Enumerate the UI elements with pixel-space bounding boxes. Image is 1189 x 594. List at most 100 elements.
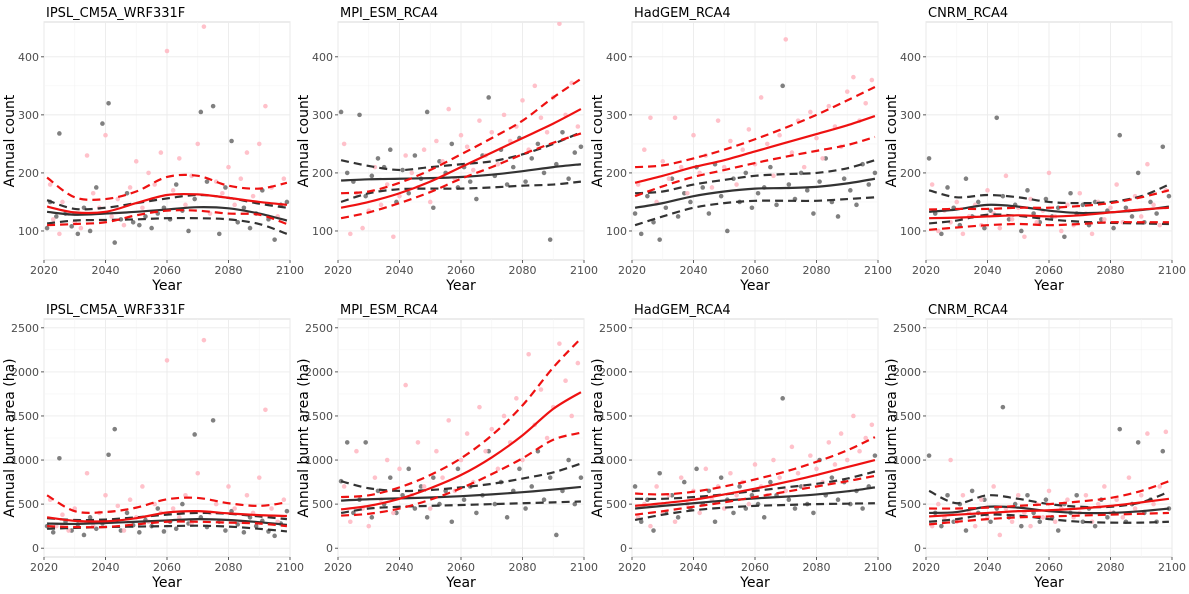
data-point-black bbox=[149, 225, 154, 231]
data-point-red bbox=[654, 484, 659, 489]
y-tick-label: 2000 bbox=[599, 366, 627, 379]
data-point-black bbox=[1019, 228, 1024, 234]
panel-title: MPI_ESM_RCA4 bbox=[340, 303, 438, 318]
data-point-black bbox=[1135, 440, 1141, 445]
lower-bound-line-red bbox=[341, 431, 582, 517]
data-point-black bbox=[566, 176, 571, 182]
data-point-black bbox=[406, 466, 412, 472]
data-point-black bbox=[1166, 193, 1172, 199]
trend-line-red bbox=[929, 497, 1170, 518]
panel-title: IPSL_CM5A_WRF331F bbox=[46, 303, 185, 318]
data-point-black bbox=[284, 508, 290, 514]
data-point-red bbox=[115, 196, 121, 202]
y-tick-label: 200 bbox=[312, 167, 333, 180]
data-point-black bbox=[363, 440, 368, 445]
data-point-red bbox=[557, 22, 562, 27]
x-tick-label: 2020 bbox=[618, 561, 646, 574]
x-tick-label: 2080 bbox=[1097, 561, 1125, 574]
data-point-red bbox=[464, 431, 470, 436]
data-point-black bbox=[241, 530, 247, 535]
data-point-red bbox=[434, 448, 439, 454]
data-point-black bbox=[578, 144, 584, 150]
data-point-black bbox=[786, 182, 792, 187]
data-point-red bbox=[238, 176, 244, 182]
data-point-black bbox=[338, 109, 344, 115]
data-point-black bbox=[694, 466, 699, 472]
data-point-black bbox=[675, 515, 681, 520]
data-point-red bbox=[771, 173, 776, 179]
data-point-red bbox=[391, 510, 396, 516]
data-point-black bbox=[93, 185, 99, 190]
data-point-red bbox=[1059, 228, 1064, 234]
data-point-red bbox=[195, 141, 201, 147]
y-axis-title: Annual burnt area (ha) bbox=[2, 358, 18, 517]
data-point-red bbox=[789, 150, 795, 155]
data-point-red bbox=[446, 418, 452, 423]
y-tick-label: 1500 bbox=[599, 410, 627, 423]
x-tick-label: 2040 bbox=[974, 561, 1002, 574]
data-point-red bbox=[544, 129, 550, 135]
data-point-red bbox=[844, 457, 850, 463]
y-tick-label: 400 bbox=[900, 51, 921, 64]
data-point-black bbox=[461, 497, 467, 503]
data-point-red bbox=[501, 413, 507, 419]
trend-line-red bbox=[634, 458, 876, 507]
y-tick-label: 0 bbox=[326, 542, 333, 555]
y-tick-label: 2500 bbox=[893, 322, 921, 335]
data-point-red bbox=[863, 435, 868, 441]
data-point-black bbox=[737, 484, 742, 489]
y-tick-label: 200 bbox=[606, 167, 627, 180]
data-point-red bbox=[1028, 523, 1033, 529]
data-point-red bbox=[232, 202, 237, 208]
data-point-black bbox=[761, 515, 767, 520]
data-point-black bbox=[492, 501, 498, 507]
data-point-red bbox=[936, 501, 941, 507]
x-tick-label: 2060 bbox=[447, 264, 475, 277]
data-point-red bbox=[820, 156, 825, 161]
data-point-red bbox=[1015, 492, 1021, 498]
data-point-red bbox=[127, 497, 133, 503]
data-point-black bbox=[811, 211, 816, 216]
data-point-red bbox=[1102, 217, 1107, 222]
data-point-red bbox=[1114, 182, 1119, 187]
gridlines bbox=[43, 319, 291, 557]
x-axis-title: Year bbox=[445, 575, 476, 591]
data-point-black bbox=[130, 219, 136, 225]
data-point-red bbox=[421, 484, 427, 489]
data-point-black bbox=[675, 214, 681, 219]
data-point-red bbox=[1052, 519, 1058, 525]
data-point-red bbox=[826, 103, 832, 109]
trend-line-red bbox=[340, 108, 582, 209]
upper-bound-line-black bbox=[340, 131, 582, 172]
data-point-black bbox=[866, 182, 872, 187]
x-axis-title: Year bbox=[739, 278, 770, 294]
data-point-red bbox=[795, 470, 801, 476]
y-tick-label: 300 bbox=[606, 109, 627, 122]
data-point-black bbox=[657, 237, 662, 242]
data-point-red bbox=[783, 488, 789, 494]
data-point-red bbox=[244, 150, 250, 155]
x-axis-title: Year bbox=[739, 575, 770, 591]
data-point-black bbox=[1019, 523, 1024, 529]
data-point-red bbox=[832, 462, 838, 467]
data-point-red bbox=[183, 492, 188, 498]
data-point-red bbox=[213, 501, 219, 507]
data-point-red bbox=[458, 457, 464, 463]
data-point-red bbox=[972, 523, 978, 529]
data-point-red bbox=[703, 466, 709, 472]
data-point-black bbox=[860, 506, 865, 511]
data-point-red bbox=[569, 80, 574, 86]
data-point-red bbox=[734, 492, 739, 498]
data-point-red bbox=[354, 448, 359, 454]
data-point-black bbox=[1068, 190, 1073, 196]
panel-title: CNRM_RCA4 bbox=[928, 6, 1008, 21]
lower-bound-line-black bbox=[46, 216, 288, 235]
data-point-red bbox=[1145, 431, 1150, 436]
data-point-black bbox=[223, 528, 228, 533]
data-point-red bbox=[164, 358, 170, 363]
data-point-black bbox=[1043, 196, 1049, 202]
x-tick-label: 2060 bbox=[153, 561, 181, 574]
y-tick-label: 2000 bbox=[305, 366, 333, 379]
data-point-black bbox=[474, 196, 479, 202]
plot-marks bbox=[926, 115, 1172, 240]
